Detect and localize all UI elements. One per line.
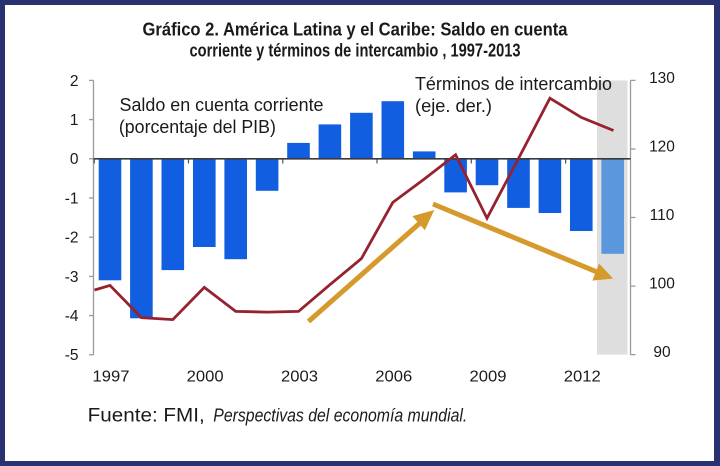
- svg-text:110: 110: [650, 207, 675, 224]
- svg-text:corriente y términos de interc: corriente y términos de intercambio , 19…: [190, 40, 521, 61]
- svg-text:0: 0: [70, 151, 79, 168]
- svg-text:1: 1: [70, 112, 79, 129]
- svg-text:-3: -3: [65, 269, 79, 286]
- svg-text:120: 120: [649, 138, 675, 155]
- svg-text:2: 2: [70, 73, 79, 90]
- svg-text:-4: -4: [65, 308, 79, 325]
- svg-text:2006: 2006: [375, 369, 412, 386]
- svg-text:100: 100: [649, 276, 675, 293]
- svg-text:Fuente: FMI,: Fuente: FMI,: [88, 406, 205, 427]
- svg-text:2003: 2003: [281, 369, 318, 386]
- svg-text:1997: 1997: [93, 369, 130, 386]
- svg-text:2012: 2012: [564, 369, 601, 386]
- svg-text:-5: -5: [65, 347, 79, 364]
- svg-text:Términos de intercambio: Términos de intercambio: [415, 74, 612, 94]
- svg-text:-1: -1: [65, 190, 79, 207]
- svg-text:Gráfico 2. América Latina y el: Gráfico 2. América Latina y el Caribe: S…: [143, 19, 569, 40]
- svg-text:Perspectivas del economía mund: Perspectivas del economía mundial.: [213, 406, 467, 426]
- svg-text:-2: -2: [65, 230, 79, 247]
- svg-text:90: 90: [653, 344, 671, 361]
- svg-text:(porcentaje del PIB): (porcentaje del PIB): [119, 117, 276, 137]
- svg-text:130: 130: [649, 70, 675, 87]
- svg-text:2000: 2000: [187, 369, 224, 386]
- svg-text:2009: 2009: [470, 369, 507, 386]
- svg-text:Saldo en cuenta corriente: Saldo en cuenta corriente: [120, 95, 324, 115]
- svg-text:(eje. der.): (eje. der.): [415, 96, 492, 116]
